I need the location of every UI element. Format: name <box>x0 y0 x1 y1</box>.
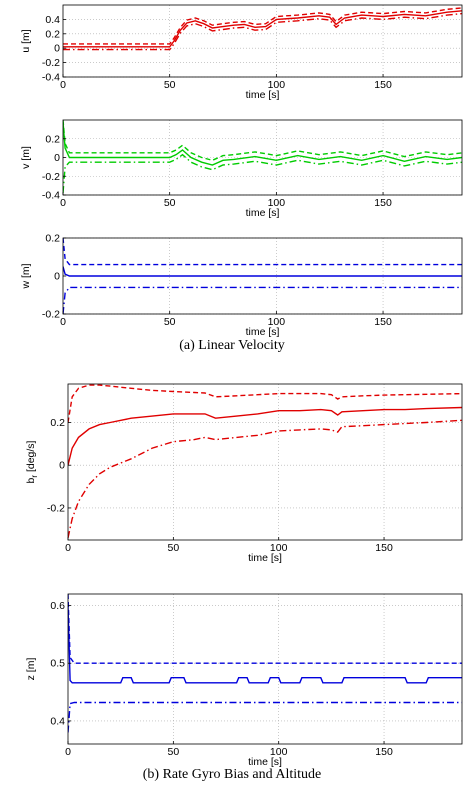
y-tick-label: 0.5 <box>50 658 65 670</box>
y-tick-label: -0.4 <box>42 190 60 202</box>
y-tick-label: 0.4 <box>50 715 65 727</box>
y-axis-label: br [deg/s] <box>25 440 39 483</box>
y-tick-label: -0.2 <box>42 57 60 69</box>
x-tick-label: 150 <box>374 197 392 209</box>
x-tick-label: 50 <box>164 316 176 328</box>
series-b_r-solid <box>68 406 462 466</box>
x-tick-label: 50 <box>168 746 180 758</box>
series-v-dashed <box>63 120 462 162</box>
x-tick-label: 50 <box>164 79 176 91</box>
x-tick-label: 50 <box>164 197 176 209</box>
y-axis-label: u [m] <box>20 29 32 52</box>
series-b_r-dashed <box>68 384 462 423</box>
x-tick-label: 0 <box>65 746 71 758</box>
x-axis-label: time [s] <box>248 756 282 768</box>
y-tick-label: 0 <box>59 460 65 472</box>
y-axis-label: v [m] <box>20 146 32 169</box>
y-tick-label: 0 <box>54 43 60 55</box>
x-axis-label: time [s] <box>248 552 282 564</box>
y-tick-label: -0.2 <box>47 502 65 514</box>
panel-z: 0 50 100 150 0.4 0.5 0.6 time [s] z [m] <box>25 593 463 768</box>
series-b_r-dashdot <box>68 419 462 539</box>
x-tick-label: 100 <box>268 316 286 328</box>
series-u-dashed <box>63 7 462 45</box>
x-tick-label: 100 <box>268 79 286 91</box>
caption-b: (b) Rate Gyro Bias and Altitude <box>143 767 321 782</box>
x-tick-label: 150 <box>374 79 392 91</box>
y-axis-label: z [m] <box>25 658 37 681</box>
x-tick-label: 100 <box>268 197 286 209</box>
y-tick-label: 0.2 <box>45 28 60 40</box>
series-v-solid <box>63 121 462 166</box>
x-tick-label: 0 <box>60 316 66 328</box>
y-tick-label: 0 <box>54 271 60 283</box>
x-tick-label: 150 <box>375 542 393 554</box>
axes-frame <box>67 383 463 541</box>
y-tick-label: 0.6 <box>50 600 65 612</box>
series-z-dashed <box>68 594 462 664</box>
series-v-dashdot <box>63 153 462 194</box>
y-tick-label: -0.2 <box>42 309 60 321</box>
series-w-solid <box>63 266 462 277</box>
series-u-dashdot <box>63 12 462 51</box>
plot-area <box>63 5 462 77</box>
y-tick-label: 0.2 <box>45 233 60 245</box>
series-z-solid <box>68 605 462 684</box>
x-axis-label: time [s] <box>246 89 280 101</box>
panel-b_r: 0 50 100 150 -0.2 0 0.2 time [s] br [deg/s] <box>25 383 463 564</box>
series-u-solid <box>63 10 462 48</box>
x-tick-label: 0 <box>65 542 71 554</box>
y-tick-label: 0.2 <box>50 417 65 429</box>
x-tick-label: 100 <box>270 746 288 758</box>
x-axis-label: time [s] <box>246 326 280 338</box>
series-z-dashdot <box>68 701 462 733</box>
series-w-dashdot <box>63 286 462 314</box>
x-tick-label: 0 <box>60 197 66 209</box>
axes-frame <box>62 4 463 78</box>
axes-frame <box>67 593 463 745</box>
plot-area <box>68 384 462 540</box>
y-tick-label: 0 <box>54 152 60 164</box>
y-tick-label: 0.2 <box>45 133 60 145</box>
x-tick-label: 150 <box>374 316 392 328</box>
caption-a: (a) Linear Velocity <box>179 338 284 353</box>
plot-area <box>68 594 462 744</box>
x-axis-label: time [s] <box>246 207 280 219</box>
y-tick-label: -0.4 <box>42 72 60 84</box>
y-tick-label: 0.4 <box>45 14 60 26</box>
x-tick-label: 50 <box>168 542 180 554</box>
series-w-dashed <box>63 238 462 266</box>
y-axis-label: w [m] <box>20 263 32 289</box>
y-tick-label: -0.2 <box>42 171 60 183</box>
x-tick-label: 100 <box>270 542 288 554</box>
x-tick-label: 150 <box>375 746 393 758</box>
x-tick-label: 0 <box>60 79 66 91</box>
panel-v: 0 50 100 150 -0.4 -0.2 0 0.2 time [s] v [m] <box>20 119 463 219</box>
